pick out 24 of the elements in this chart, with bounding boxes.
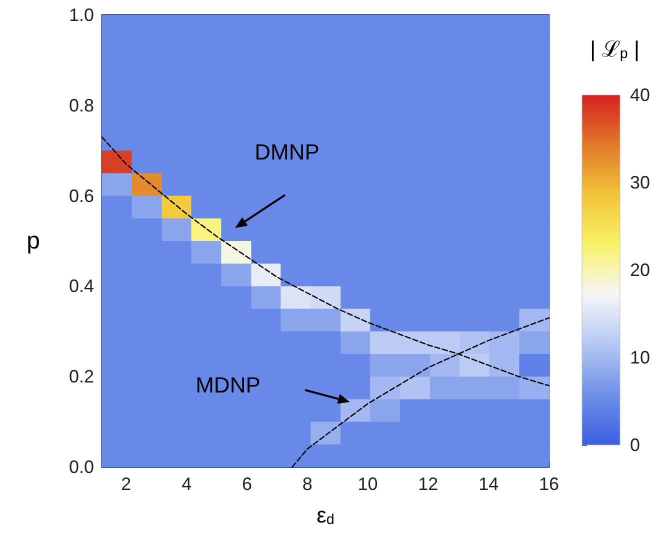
- y-tick-label: 0.6: [68, 186, 94, 206]
- y-axis-title: p: [26, 228, 40, 254]
- color-bar-label: 10: [630, 348, 650, 368]
- x-tick-label: 6: [242, 474, 252, 494]
- x-tick-label: 14: [478, 474, 499, 494]
- color-bar-label: 20: [630, 260, 650, 280]
- x-tick-label: 10: [358, 474, 378, 494]
- x-tick-label: 8: [302, 474, 312, 494]
- annotation: MDNP: [196, 372, 260, 398]
- x-tick-label: 12: [418, 474, 438, 494]
- y-tick-label: 0.0: [68, 457, 94, 477]
- color-bar-label: 0: [630, 435, 640, 455]
- y-tick-label: 0.2: [68, 366, 94, 387]
- y-tick-label: 0.4: [68, 276, 94, 296]
- x-tick-label: 2: [121, 474, 132, 494]
- y-tick-label: 0.8: [68, 95, 94, 116]
- x-axis-title: εd: [316, 502, 334, 528]
- color-bar-title: | ℒp |: [590, 36, 640, 62]
- color-bar-label: 40: [630, 85, 650, 105]
- x-tick-label: 16: [538, 474, 560, 494]
- color-bar-label: 30: [630, 172, 650, 192]
- y-tick-label: 1.0: [68, 5, 94, 25]
- x-tick-label: 4: [182, 474, 192, 494]
- annotation: DMNP: [254, 140, 320, 164]
